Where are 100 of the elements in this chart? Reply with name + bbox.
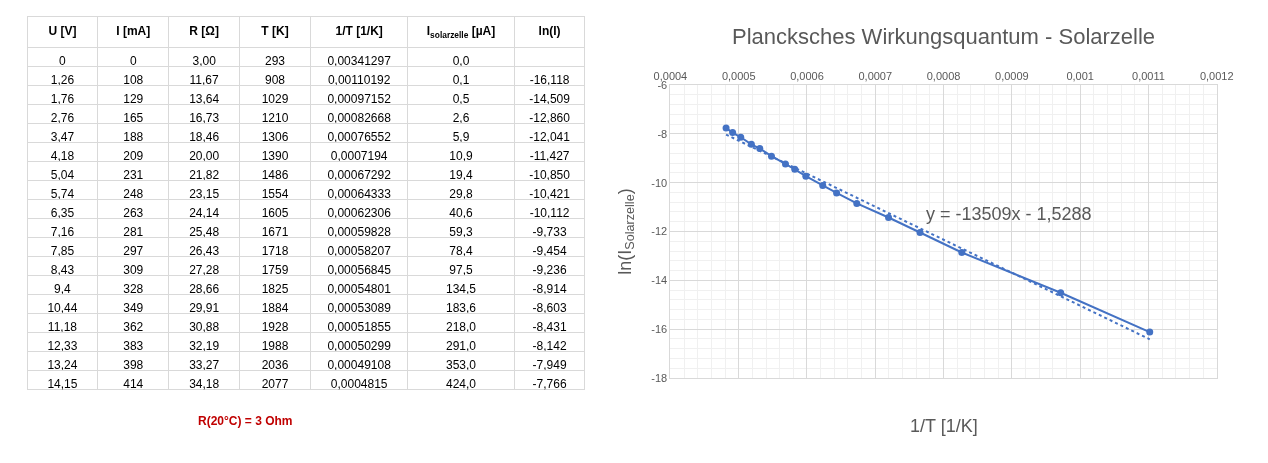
text: -12,860	[529, 110, 570, 125]
point	[802, 172, 810, 180]
text: -8,142	[532, 338, 567, 353]
x-tick-label: 0,0012	[1199, 69, 1234, 82]
text: 1306	[261, 129, 289, 144]
text: -12,041	[529, 129, 570, 144]
text: 7,85	[50, 243, 75, 258]
text: 0,00097152	[327, 91, 391, 106]
text: 0,00056845	[327, 262, 391, 277]
text: 0,00053089	[327, 300, 391, 315]
point	[819, 181, 827, 189]
text: 97,5	[449, 262, 473, 277]
text: 134,5	[445, 281, 477, 296]
text: 10,9	[449, 148, 473, 163]
text: 9,4	[54, 281, 71, 296]
category-label: 1/T [1/K]	[335, 24, 383, 38]
text: 1988	[261, 338, 289, 353]
text: 2036	[261, 357, 289, 372]
text: 3,00	[192, 53, 216, 68]
text: 13,64	[189, 91, 220, 106]
text: 353,0	[445, 357, 477, 372]
text: 209	[123, 148, 144, 163]
category-label: R [Ω]	[189, 24, 219, 38]
text: 1,76	[50, 91, 75, 106]
text: 6,35	[50, 205, 75, 220]
point	[737, 133, 745, 141]
text: 0,00076552	[327, 129, 391, 144]
point	[1146, 328, 1154, 336]
text: 13,24	[47, 357, 78, 372]
text: -10,112	[529, 205, 570, 220]
text: 11,18	[47, 319, 77, 334]
category-label: I [mA]	[116, 24, 151, 38]
text: 424,0	[445, 376, 477, 391]
point	[729, 129, 737, 137]
text: -9,236	[532, 262, 567, 277]
text: 0,00049108	[327, 357, 391, 372]
text: 4,18	[50, 148, 75, 163]
text: 231	[123, 167, 144, 182]
text: 2077	[261, 376, 289, 391]
text: 0	[129, 53, 137, 68]
text: 398	[123, 357, 144, 372]
text: 29,91	[189, 300, 220, 315]
text: 30,88	[189, 319, 220, 334]
text: -8,431	[532, 319, 567, 334]
text: 20,00	[189, 148, 220, 163]
text: R(20°C) = 3 Ohm	[198, 414, 293, 428]
text: 0,00110192	[327, 72, 391, 87]
text: 27,28	[189, 262, 220, 277]
text: 0,00062306	[327, 205, 391, 220]
text: 0,00067292	[327, 167, 391, 182]
text: 7,16	[50, 224, 75, 239]
text: 183,6	[445, 300, 477, 315]
text: 16,73	[189, 110, 220, 125]
category-label: U [V]	[48, 24, 77, 38]
text: 2,76	[50, 110, 75, 125]
text: 0,1	[452, 72, 470, 87]
text: 11,67	[189, 72, 219, 87]
text: 263	[123, 205, 144, 220]
text: 0,00082668	[327, 110, 391, 125]
text: 33,27	[189, 357, 220, 372]
text: -10,850	[529, 167, 570, 182]
text: 293	[264, 53, 286, 68]
point	[747, 140, 755, 148]
text: 0	[59, 53, 66, 68]
text: 248	[123, 186, 144, 201]
text: 26,43	[189, 243, 220, 258]
text: 129	[123, 91, 144, 106]
text: -9,454	[532, 243, 567, 258]
text: 8,43	[50, 262, 75, 277]
text: 0,00064333	[327, 186, 391, 201]
text: 78,4	[449, 243, 473, 258]
text: 28,66	[189, 281, 220, 296]
text: -9,733	[532, 224, 567, 239]
text: 5,9	[452, 129, 470, 144]
text: 218,0	[445, 319, 477, 334]
y-tick-label: -18	[651, 371, 668, 384]
text: -7,949	[532, 357, 567, 372]
point	[722, 124, 730, 132]
x-tick-label: 0,0011	[1132, 69, 1165, 82]
text: 14,15	[47, 376, 78, 391]
text: 1759	[261, 262, 289, 277]
text: 108	[123, 72, 144, 87]
point	[885, 214, 893, 222]
text: 0,0	[452, 53, 470, 68]
text: -16,118	[529, 72, 570, 87]
category-label: ln(I)	[538, 24, 561, 38]
text: -8,603	[532, 300, 567, 315]
text: 1390	[261, 148, 289, 163]
text: 1486	[261, 167, 289, 182]
text: 29,8	[449, 186, 473, 201]
text: 0,0007194	[330, 148, 388, 163]
text: 328	[123, 281, 144, 296]
text: 25,48	[189, 224, 220, 239]
text: 19,4	[449, 167, 473, 182]
point	[756, 145, 764, 153]
text: 5,74	[50, 186, 75, 201]
text: -10,421	[529, 186, 570, 201]
text: 0,00341297	[327, 53, 391, 68]
x-axis-title: 1/T [1/K]	[910, 416, 978, 436]
text: 1671	[261, 224, 289, 239]
